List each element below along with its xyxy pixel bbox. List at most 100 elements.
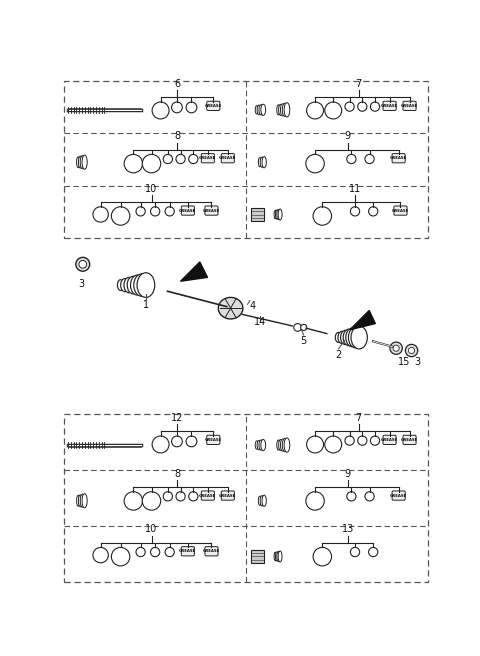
Circle shape bbox=[369, 207, 378, 216]
FancyBboxPatch shape bbox=[392, 154, 405, 163]
Ellipse shape bbox=[274, 211, 276, 219]
Ellipse shape bbox=[262, 495, 266, 506]
Ellipse shape bbox=[260, 157, 264, 167]
Text: 11: 11 bbox=[349, 184, 361, 194]
Ellipse shape bbox=[261, 440, 265, 451]
Circle shape bbox=[365, 154, 374, 163]
Ellipse shape bbox=[255, 106, 258, 114]
FancyBboxPatch shape bbox=[201, 491, 215, 500]
Text: GREASE: GREASE bbox=[199, 156, 216, 160]
FancyBboxPatch shape bbox=[221, 491, 234, 500]
Text: GREASE: GREASE bbox=[401, 438, 418, 442]
Circle shape bbox=[345, 436, 354, 445]
FancyBboxPatch shape bbox=[205, 546, 218, 556]
Text: GREASE: GREASE bbox=[390, 493, 407, 497]
Text: 7: 7 bbox=[356, 79, 362, 89]
Circle shape bbox=[358, 102, 367, 112]
Circle shape bbox=[136, 547, 145, 557]
Ellipse shape bbox=[260, 496, 264, 506]
Ellipse shape bbox=[262, 157, 266, 168]
Ellipse shape bbox=[82, 494, 87, 508]
Circle shape bbox=[151, 207, 160, 216]
Ellipse shape bbox=[277, 105, 280, 115]
Bar bbox=[64, 415, 428, 581]
Ellipse shape bbox=[278, 104, 282, 115]
Text: GREASE: GREASE bbox=[203, 549, 220, 553]
Ellipse shape bbox=[280, 104, 285, 116]
Text: 7: 7 bbox=[356, 413, 362, 423]
Bar bbox=[64, 81, 428, 238]
Ellipse shape bbox=[284, 438, 290, 452]
Circle shape bbox=[189, 154, 198, 163]
Text: 8: 8 bbox=[174, 468, 180, 479]
FancyBboxPatch shape bbox=[383, 101, 396, 110]
Text: GREASE: GREASE bbox=[179, 549, 196, 553]
Circle shape bbox=[151, 547, 160, 557]
Ellipse shape bbox=[257, 105, 261, 115]
Ellipse shape bbox=[278, 209, 282, 220]
FancyBboxPatch shape bbox=[207, 435, 220, 445]
FancyBboxPatch shape bbox=[394, 206, 407, 215]
Circle shape bbox=[111, 547, 130, 566]
Circle shape bbox=[152, 436, 169, 453]
Text: GREASE: GREASE bbox=[199, 493, 216, 497]
Bar bbox=[251, 550, 264, 563]
Ellipse shape bbox=[277, 209, 280, 220]
Ellipse shape bbox=[77, 495, 80, 506]
Text: GREASE: GREASE bbox=[203, 209, 220, 213]
Circle shape bbox=[176, 492, 185, 501]
Ellipse shape bbox=[124, 277, 134, 293]
Circle shape bbox=[369, 547, 378, 557]
Text: 12: 12 bbox=[171, 413, 183, 423]
Circle shape bbox=[307, 436, 324, 453]
Circle shape bbox=[300, 324, 307, 331]
Bar bbox=[251, 209, 264, 220]
Circle shape bbox=[294, 323, 301, 331]
Ellipse shape bbox=[338, 331, 346, 344]
Text: 9: 9 bbox=[345, 131, 351, 141]
Ellipse shape bbox=[336, 333, 341, 342]
Circle shape bbox=[313, 207, 332, 225]
Circle shape bbox=[347, 492, 356, 501]
Circle shape bbox=[165, 547, 174, 557]
Ellipse shape bbox=[257, 440, 261, 450]
FancyBboxPatch shape bbox=[392, 491, 405, 500]
Circle shape bbox=[124, 154, 143, 173]
Ellipse shape bbox=[261, 104, 265, 115]
Ellipse shape bbox=[351, 326, 367, 349]
Polygon shape bbox=[180, 262, 207, 281]
Text: 10: 10 bbox=[145, 524, 157, 535]
Ellipse shape bbox=[346, 328, 359, 347]
Ellipse shape bbox=[258, 496, 262, 505]
FancyBboxPatch shape bbox=[205, 206, 218, 215]
Ellipse shape bbox=[80, 155, 84, 169]
Text: 4: 4 bbox=[249, 301, 255, 311]
Circle shape bbox=[142, 492, 161, 510]
Text: GREASE: GREASE bbox=[204, 104, 222, 108]
FancyBboxPatch shape bbox=[181, 206, 194, 215]
Ellipse shape bbox=[282, 438, 288, 452]
Text: 2: 2 bbox=[335, 350, 342, 359]
Ellipse shape bbox=[340, 330, 350, 344]
Polygon shape bbox=[350, 310, 375, 330]
Ellipse shape bbox=[276, 552, 278, 561]
Circle shape bbox=[406, 344, 418, 357]
Circle shape bbox=[371, 102, 380, 112]
Text: 6: 6 bbox=[174, 79, 180, 89]
Circle shape bbox=[76, 257, 90, 271]
Circle shape bbox=[142, 154, 161, 173]
Text: GREASE: GREASE bbox=[401, 104, 418, 108]
Circle shape bbox=[152, 102, 169, 119]
Text: 3: 3 bbox=[78, 279, 84, 289]
Ellipse shape bbox=[77, 157, 80, 167]
FancyBboxPatch shape bbox=[207, 101, 220, 110]
FancyBboxPatch shape bbox=[201, 154, 215, 163]
Circle shape bbox=[171, 436, 182, 447]
Circle shape bbox=[79, 260, 86, 268]
Text: GREASE: GREASE bbox=[219, 493, 237, 497]
FancyBboxPatch shape bbox=[403, 435, 416, 445]
Text: 13: 13 bbox=[342, 524, 354, 535]
Ellipse shape bbox=[348, 327, 363, 348]
Circle shape bbox=[165, 207, 174, 216]
Ellipse shape bbox=[258, 157, 262, 167]
